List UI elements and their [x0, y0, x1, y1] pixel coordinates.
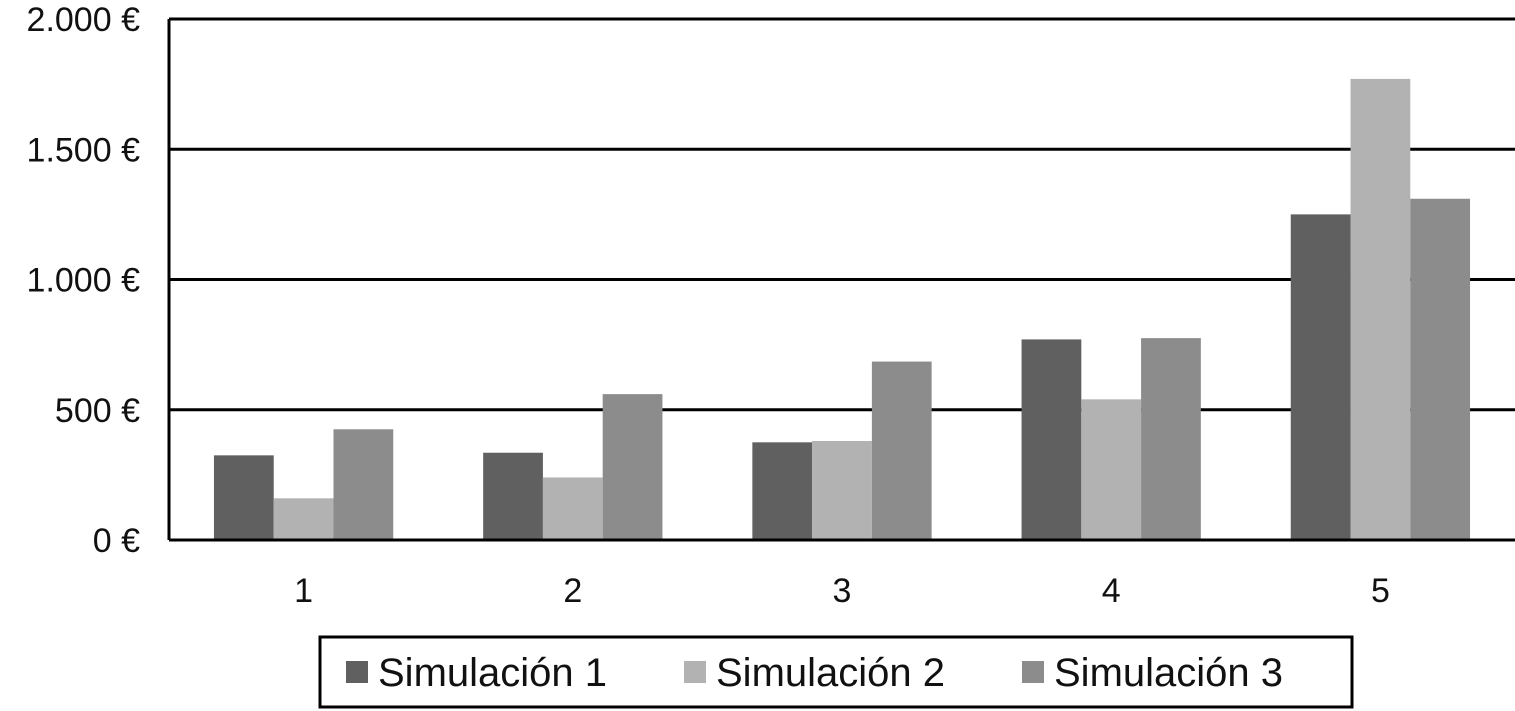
x-tick-label: 5: [1371, 572, 1390, 610]
y-tick-label: 1.500 €: [27, 131, 141, 169]
bar-series-3-category-4: [1141, 338, 1201, 540]
bar-series-3-category-5: [1410, 198, 1471, 540]
bar-series-1-category-3: [752, 442, 813, 540]
y-axis-tick-labels: 0 € 500 € 1.000 € 1.500 € 2.000 €: [27, 1, 141, 560]
x-tick-label: 3: [833, 572, 852, 610]
bar-series-2-category-2: [542, 477, 603, 540]
bar-series-2-category-5: [1350, 78, 1411, 540]
gridlines: [169, 17, 1515, 412]
legend-label-series-3: Simulación 3: [1054, 651, 1283, 695]
y-tick-label: 2.000 €: [27, 1, 141, 39]
bar-series-1-category-2: [483, 452, 543, 540]
legend-label-series-2: Simulación 2: [716, 651, 945, 695]
axes: [167, 19, 1515, 542]
y-tick-label: 1.000 €: [27, 262, 141, 300]
x-tick-label: 4: [1102, 572, 1121, 610]
x-tick-label: 1: [294, 572, 313, 610]
x-axis-tick-labels: 1 2 3 4 5: [294, 572, 1390, 610]
y-tick-label: 500 €: [55, 392, 140, 430]
bar-series-1-category-4: [1021, 339, 1082, 540]
bar-series-1-category-5: [1290, 214, 1351, 540]
bar-series-1-category-1: [213, 455, 274, 540]
legend-swatch-series-2: [684, 661, 706, 683]
bar-series-3-category-2: [602, 394, 663, 540]
bar-series-2-category-1: [273, 498, 334, 540]
legend: Simulación 1 Simulación 2 Simulación 3: [318, 635, 1354, 709]
legend-box: [318, 635, 1354, 709]
bar-series-2-category-3: [812, 441, 872, 540]
bar-series-3-category-1: [333, 429, 394, 540]
x-tick-label: 2: [563, 572, 582, 610]
legend-swatch-series-3: [1022, 661, 1044, 683]
bar-series-2-category-4: [1081, 399, 1142, 540]
y-tick-label: 0 €: [93, 522, 140, 560]
bars: [213, 78, 1471, 540]
legend-label-series-1: Simulación 1: [378, 651, 607, 695]
legend-swatch-series-1: [346, 661, 368, 683]
bar-series-3-category-3: [871, 361, 932, 540]
